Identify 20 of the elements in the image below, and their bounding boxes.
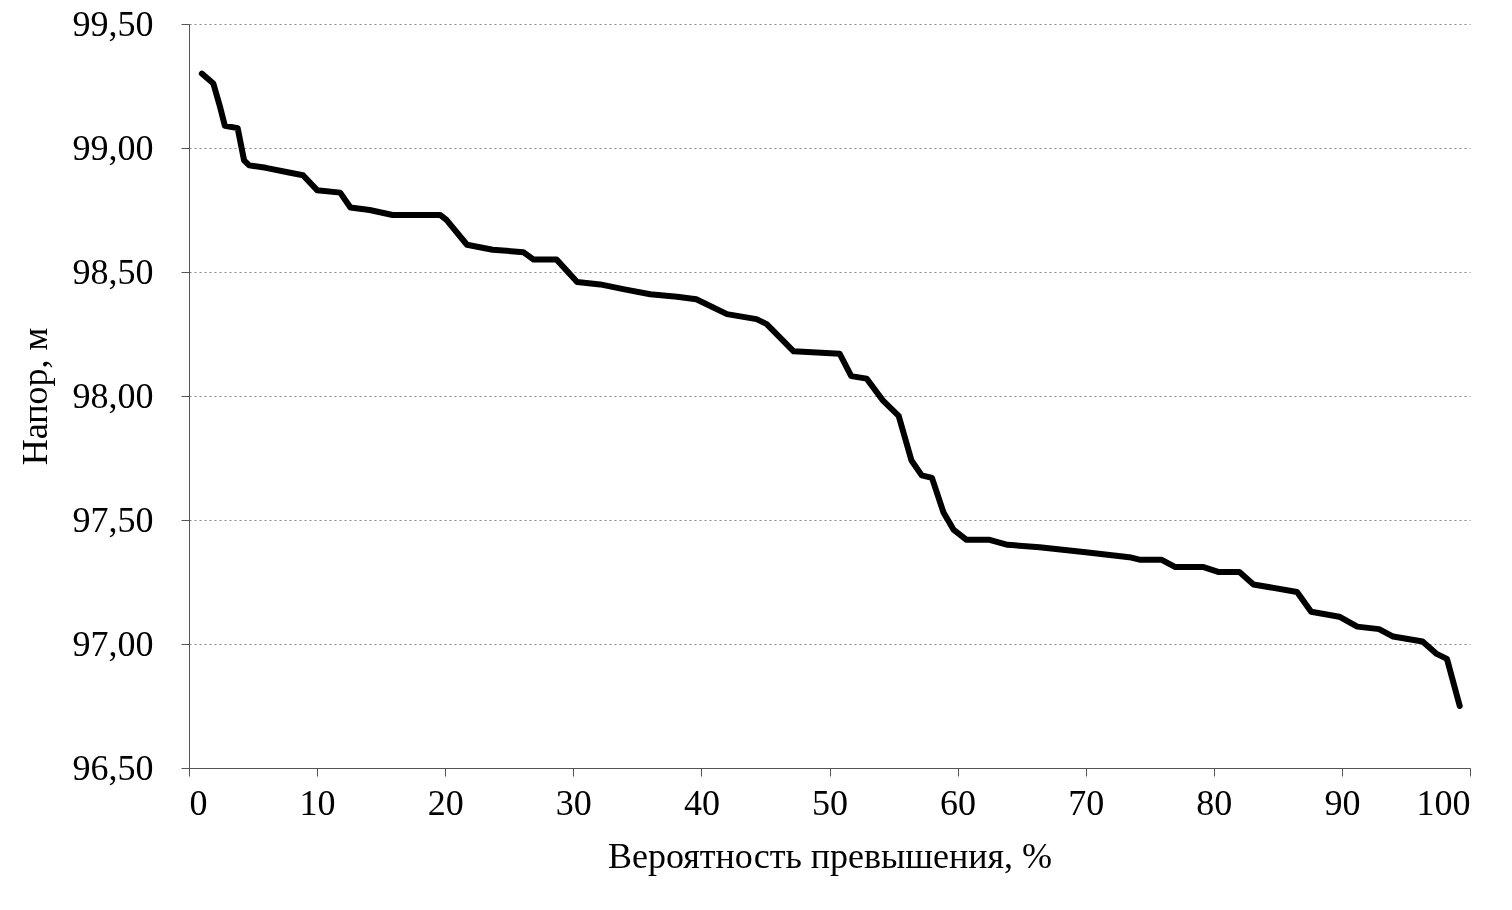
x-tick-label: 30 [555, 782, 592, 823]
y-tick-label: 97,00 [72, 623, 154, 664]
x-tick-label: 50 [812, 782, 848, 823]
x-tick-label: 0 [189, 782, 208, 823]
x-tick-label: 20 [427, 782, 464, 823]
x-tick-label: 90 [1324, 782, 1361, 823]
x-tick-label: 70 [1068, 782, 1105, 823]
x-axis-title: Вероятность превышения, % [607, 835, 1053, 876]
x-tick-label: 80 [1196, 782, 1233, 823]
y-tick-label: 98,00 [72, 375, 154, 416]
y-tick-label: 99,00 [72, 127, 154, 168]
y-tick-label: 99,50 [72, 3, 154, 44]
x-tick-label: 100 [1416, 782, 1471, 823]
y-axis-title: Напор, м [14, 327, 55, 466]
y-tick-label: 96,50 [72, 747, 154, 788]
x-tick-label: 10 [299, 782, 336, 823]
x-tick-label: 40 [683, 782, 720, 823]
y-tick-label: 98,50 [72, 251, 154, 292]
x-tick-label: 60 [940, 782, 977, 823]
y-tick-label: 97,50 [72, 499, 154, 540]
